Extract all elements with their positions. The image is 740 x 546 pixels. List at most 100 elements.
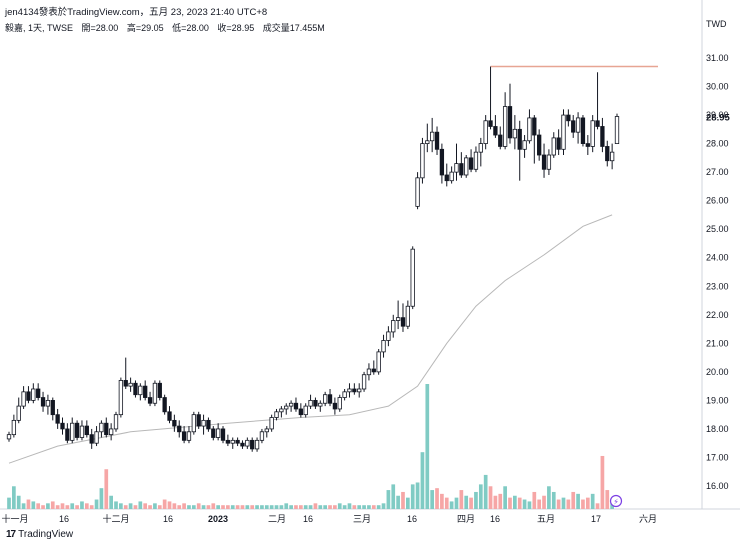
candle[interactable]	[430, 131, 435, 142]
candle[interactable]	[323, 394, 328, 404]
candle[interactable]	[74, 422, 80, 438]
candle[interactable]	[585, 143, 590, 147]
candle[interactable]	[254, 439, 260, 450]
candle[interactable]	[347, 388, 352, 393]
candle[interactable]	[405, 305, 410, 327]
candle[interactable]	[45, 399, 51, 407]
candle[interactable]	[186, 431, 192, 441]
candle[interactable]	[332, 402, 338, 410]
candle[interactable]	[123, 380, 128, 387]
candle[interactable]	[235, 439, 240, 444]
candle[interactable]	[371, 368, 376, 373]
candle[interactable]	[118, 380, 124, 416]
candle[interactable]	[94, 431, 99, 444]
candle[interactable]	[206, 419, 211, 430]
candle[interactable]	[284, 405, 289, 410]
candle[interactable]	[108, 428, 114, 436]
candle[interactable]	[167, 411, 172, 421]
candle[interactable]	[517, 128, 522, 150]
candle[interactable]	[488, 120, 493, 127]
candle[interactable]	[147, 397, 153, 404]
candle[interactable]	[483, 120, 488, 144]
candle[interactable]	[352, 388, 357, 393]
candle[interactable]	[527, 117, 532, 142]
candle[interactable]	[6, 434, 12, 440]
candle[interactable]	[279, 408, 284, 413]
candle[interactable]	[498, 134, 503, 147]
candle[interactable]	[512, 128, 518, 139]
candle[interactable]	[507, 106, 513, 139]
candle[interactable]	[293, 402, 299, 410]
candle[interactable]	[561, 114, 566, 150]
candle[interactable]	[113, 414, 119, 430]
candle[interactable]	[220, 428, 226, 441]
candle[interactable]	[395, 317, 401, 321]
candle[interactable]	[318, 402, 323, 407]
candle[interactable]	[595, 120, 600, 127]
candle[interactable]	[609, 151, 615, 162]
candle[interactable]	[128, 382, 133, 387]
candle[interactable]	[31, 388, 36, 401]
candle[interactable]	[420, 143, 425, 179]
candle[interactable]	[240, 442, 245, 447]
candle[interactable]	[216, 428, 221, 438]
candle[interactable]	[575, 117, 581, 133]
candle[interactable]	[454, 163, 459, 173]
candle[interactable]	[191, 414, 196, 433]
candle[interactable]	[449, 171, 454, 182]
candle[interactable]	[366, 368, 372, 376]
candle[interactable]	[269, 417, 274, 430]
candle[interactable]	[571, 120, 576, 133]
candle[interactable]	[157, 382, 162, 398]
candle[interactable]	[36, 388, 41, 398]
candle[interactable]	[605, 146, 610, 162]
candle[interactable]	[172, 419, 177, 427]
candle[interactable]	[143, 385, 148, 398]
candle[interactable]	[211, 428, 216, 438]
candle[interactable]	[89, 434, 94, 444]
candle[interactable]	[459, 163, 464, 176]
candle[interactable]	[376, 351, 381, 373]
candle[interactable]	[152, 382, 158, 404]
candle[interactable]	[493, 126, 498, 136]
candle[interactable]	[26, 391, 31, 401]
candle[interactable]	[308, 399, 313, 407]
candle[interactable]	[50, 399, 55, 416]
candle[interactable]	[478, 143, 483, 153]
candle[interactable]	[230, 439, 235, 444]
candle[interactable]	[70, 422, 75, 441]
candle[interactable]	[522, 140, 527, 150]
candle[interactable]	[566, 114, 571, 122]
candle[interactable]	[225, 439, 231, 444]
candle[interactable]	[55, 414, 60, 424]
candle[interactable]	[245, 439, 250, 447]
candle[interactable]	[502, 106, 508, 147]
candle[interactable]	[410, 248, 415, 307]
candle[interactable]	[541, 154, 547, 170]
candle[interactable]	[590, 120, 595, 147]
candle[interactable]	[162, 397, 167, 413]
candle[interactable]	[434, 131, 440, 150]
candle[interactable]	[415, 177, 420, 207]
candle[interactable]	[313, 399, 318, 407]
candle[interactable]	[473, 151, 479, 170]
candle[interactable]	[181, 431, 187, 441]
candle[interactable]	[196, 414, 201, 427]
candle[interactable]	[391, 320, 396, 333]
candle[interactable]	[60, 422, 65, 430]
candle[interactable]	[327, 394, 333, 404]
candle[interactable]	[600, 126, 605, 147]
candle[interactable]	[556, 137, 561, 150]
candle[interactable]	[464, 157, 469, 176]
candle[interactable]	[386, 331, 391, 341]
candle[interactable]	[65, 428, 70, 441]
candle[interactable]	[40, 397, 46, 407]
candle[interactable]	[138, 385, 143, 396]
candle[interactable]	[381, 340, 386, 353]
candle[interactable]	[546, 154, 552, 170]
event-marker-icon[interactable]	[609, 494, 623, 508]
tradingview-logo[interactable]: 17 TradingView	[6, 529, 73, 540]
candle[interactable]	[342, 391, 347, 398]
candle[interactable]	[400, 317, 406, 327]
